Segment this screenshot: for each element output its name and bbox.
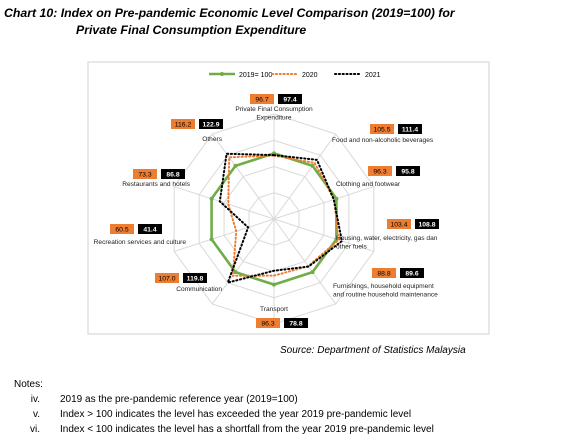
value-label-2020: 73.3: [138, 172, 151, 179]
chart-title-line1: Chart 10: Index on Pre-pandemic Economic…: [4, 6, 455, 20]
value-label-2020: 86.3: [261, 321, 274, 328]
value-label-2020-box: [171, 119, 195, 129]
source-note: Source: Department of Statistics Malaysi…: [280, 345, 466, 356]
value-label-2020: 107.0: [158, 276, 175, 283]
note-number: iv.: [30, 394, 40, 405]
value-label-2021: 41.4: [143, 227, 156, 234]
grid-spoke: [211, 133, 275, 220]
chart-frame: [87, 61, 490, 335]
grid-spoke: [211, 218, 275, 305]
series-line: [218, 152, 344, 285]
value-label-2021-box: [400, 268, 424, 278]
chart-title-line2: Private Final Consumption Expenditure: [76, 23, 307, 37]
series-point: [310, 270, 315, 275]
value-label-2021-box: [138, 224, 162, 234]
legend-label: 2019= 100: [239, 72, 272, 79]
value-label-2020: 116.2: [175, 122, 192, 129]
value-label-2020-box: [387, 219, 411, 229]
value-label-2021: 78.8: [289, 321, 302, 328]
note-number: v.: [32, 409, 40, 420]
value-label-2021: 95.8: [401, 169, 414, 176]
value-label-2020: 96.7: [255, 97, 268, 104]
value-label-2021-box: [396, 166, 420, 176]
category-label: Housing, water, electricity, gas dan othe…: [336, 235, 438, 251]
value-label-2020-box: [133, 169, 157, 179]
legend-label: 2020: [302, 72, 318, 79]
value-label-2021: 108.8: [418, 222, 435, 229]
chart-title: Chart 10: Index on Pre-pandemic Economic…: [4, 5, 560, 39]
value-label-2020-box: [110, 224, 134, 234]
value-label-2021-box: [183, 273, 207, 283]
series-point: [209, 196, 214, 201]
category-label: Furnishings, household equipment and rout…: [333, 283, 438, 299]
value-label-2021-box: [284, 318, 308, 328]
value-label-2020: 96.3: [373, 169, 386, 176]
series-point: [233, 163, 238, 168]
series-point: [272, 282, 276, 287]
category-labels: Private Final Consumption Expenditure Food…: [94, 106, 439, 313]
value-label-2021: 111.4: [402, 127, 418, 134]
value-label-2020-box: [256, 318, 280, 328]
note-text: 2019 as the pre-pandemic reference year …: [60, 394, 298, 405]
radar-grid: [173, 113, 375, 325]
category-label: Transport: [260, 306, 288, 313]
category-label: Private Final Consumption Expenditure: [235, 106, 313, 122]
grid-spoke: [173, 218, 275, 252]
series-point: [310, 163, 315, 168]
value-label-2021: 122.9: [202, 122, 219, 129]
value-label-2021: 119.8: [187, 276, 204, 283]
category-label: Food and non-alcoholic beverages: [332, 137, 434, 144]
legend-label: 2021: [365, 72, 381, 79]
notes-heading: Notes:: [14, 379, 43, 390]
value-label-2020: 105.5: [373, 127, 390, 134]
grid-spoke: [273, 218, 375, 252]
value-labels: 96.7 97.4 105.5 111.4 96.3 95.8 103.4 108.8 88.8…: [110, 94, 439, 328]
value-label-2020: 103.4: [390, 222, 407, 229]
category-label: Communication: [176, 286, 222, 293]
value-label-2020-box: [155, 273, 179, 283]
grid-spoke: [273, 133, 337, 220]
grid-spoke: [173, 186, 275, 220]
radar-chart: 2019= 100 2020 2021 Private Final Consumpt…: [87, 61, 490, 335]
value-label-2021: 97.4: [283, 97, 296, 104]
value-label-2021-box: [278, 94, 302, 104]
category-label: Clothing and footwear: [336, 181, 401, 188]
note-text: Index < 100 indicates the level has a sh…: [60, 424, 434, 435]
grid-spoke: [273, 218, 337, 305]
grid-spoke: [273, 186, 375, 220]
value-label-2021: 89.6: [405, 271, 418, 278]
legend-marker: [220, 72, 224, 76]
value-label-2020: 88.8: [377, 271, 390, 278]
series-point: [209, 237, 214, 242]
category-label: Restaurants and hotels: [122, 181, 191, 188]
value-label-2020-box: [370, 124, 394, 134]
value-label-2020-box: [368, 166, 392, 176]
category-label: Others: [202, 136, 222, 143]
radar-series: [209, 151, 344, 287]
chart-legend: 2019= 100 2020 2021: [209, 72, 381, 79]
series-point: [334, 196, 339, 201]
series-point: [233, 270, 238, 275]
category-label: Recreation services and culture: [94, 239, 187, 246]
note-number: vi.: [30, 424, 40, 435]
value-label-2021-box: [199, 119, 223, 129]
value-label-2021-box: [415, 219, 439, 229]
value-label-2020-box: [372, 268, 396, 278]
note-text: Index > 100 indicates the level has exce…: [60, 409, 412, 420]
value-label-2020-box: [250, 94, 274, 104]
value-label-2021-box: [398, 124, 422, 134]
value-label-2021: 86.8: [166, 172, 179, 179]
value-label-2020: 60.5: [115, 227, 128, 234]
value-label-2021-box: [161, 169, 185, 179]
